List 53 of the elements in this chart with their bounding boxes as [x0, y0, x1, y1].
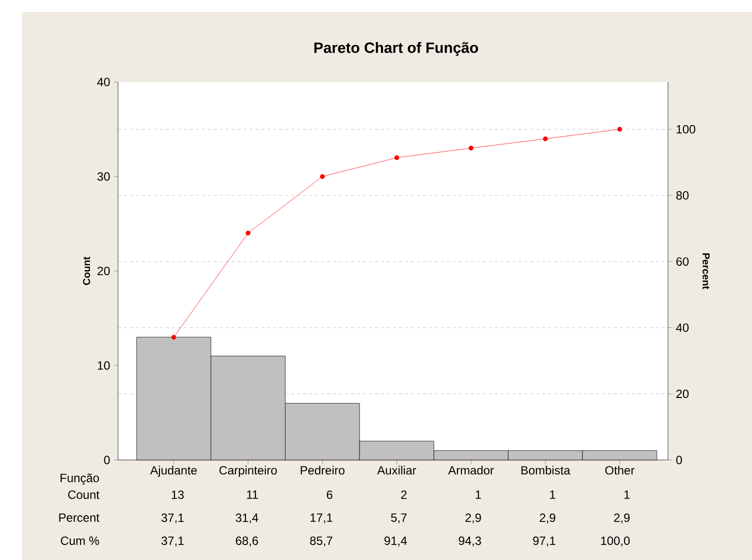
y-tick-label: 0 — [104, 456, 110, 464]
text: Cum % — [60, 536, 100, 545]
point — [542, 136, 548, 142]
text: 31,4 — [236, 514, 258, 524]
data-label: 97,1 — [533, 536, 556, 546]
text: 2,9 — [614, 514, 630, 524]
point — [246, 230, 250, 236]
text: 17,1 — [310, 514, 332, 524]
chart-title: Pareto Chart of Função — [314, 42, 478, 56]
x-tick-label: Bombista — [521, 466, 570, 475]
y-tick-label: 20 — [98, 266, 110, 276]
point — [468, 146, 474, 150]
point — [394, 155, 400, 160]
data-label: 94,3 — [458, 536, 481, 546]
data-label: 37,1 — [161, 536, 184, 546]
y2-axis-title: Percent — [702, 253, 710, 290]
data-label: 68,6 — [236, 536, 258, 546]
y2-tick-label: 80 — [676, 191, 689, 200]
text: 37,1 — [161, 514, 184, 524]
x-tick-label: Auxiliar — [377, 466, 416, 475]
data-label: 85,7 — [310, 536, 332, 546]
y-tick-label: 40 — [97, 78, 110, 86]
data-label: 13 — [172, 490, 184, 499]
text: 5,7 — [391, 514, 407, 524]
data-label: 91,4 — [384, 536, 407, 546]
text: 2,9 — [466, 514, 481, 524]
y2-tick-label: 40 — [676, 323, 689, 332]
y2-tick-label: 0 — [676, 456, 682, 464]
text: Percent — [59, 514, 100, 522]
x-tick-label: Other — [605, 466, 634, 475]
data-label: 2 — [401, 490, 407, 499]
text: Count — [68, 490, 100, 499]
point — [320, 174, 325, 179]
data-label: 6 — [326, 490, 332, 499]
y-axis-title: Count — [83, 256, 90, 285]
data-label: 11 — [247, 490, 258, 499]
y2-tick-label: 100 — [676, 125, 696, 134]
x-tick-label: Carpinteiro — [219, 466, 277, 477]
point — [171, 334, 176, 340]
data-label: 1 — [624, 490, 630, 499]
y2-tick-label: 20 — [676, 390, 689, 398]
data-label: 1 — [550, 490, 556, 499]
point — [617, 126, 622, 132]
y2-tick-label: 60 — [676, 257, 689, 266]
data-label: 100,0 — [601, 536, 630, 546]
x-tick-label: Pedreiro — [300, 466, 344, 475]
x-tick-label: Armador — [448, 466, 494, 475]
y-tick-label: 30 — [97, 172, 110, 181]
x-axis-title: Função — [60, 474, 99, 485]
x-tick-label: Ajudante — [150, 466, 197, 477]
y-tick-label: 10 — [98, 361, 110, 370]
text: 2,9 — [540, 514, 556, 524]
data-label: 1 — [476, 490, 481, 499]
